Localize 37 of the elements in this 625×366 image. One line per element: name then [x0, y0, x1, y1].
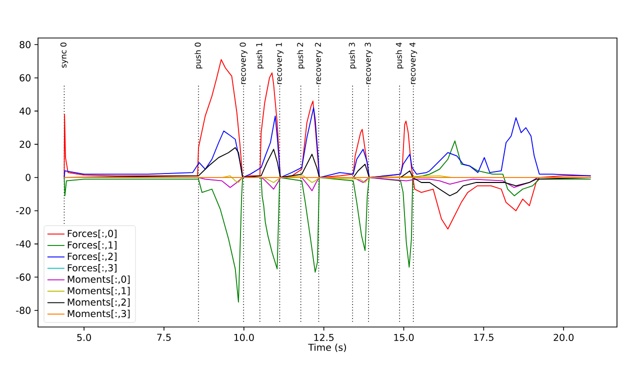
- ref-line-label: sync 0: [60, 42, 68, 68]
- ref-line-label: push 0: [194, 42, 202, 68]
- x-tick-label: 17.5: [474, 334, 494, 341]
- legend-label: Moments[:,0]: [68, 275, 130, 284]
- legend-label: Moments[:,1]: [68, 286, 130, 296]
- x-axis-title: Time (s): [308, 344, 346, 352]
- legend-label: Moments[:,3]: [68, 310, 130, 318]
- x-tick-label: 7.5: [157, 334, 171, 341]
- y-tick-label: 40: [20, 107, 31, 115]
- x-tick-label: 15.0: [394, 334, 414, 342]
- legend-label: Forces[:,3]: [68, 264, 116, 273]
- ref-line-label: push 3: [348, 42, 356, 68]
- legend-label: Forces[:,0]: [68, 230, 116, 238]
- y-tick-label: 80: [20, 41, 31, 48]
- x-tick-label: 12.5: [314, 334, 334, 342]
- legend-label: Moments[:,2]: [68, 298, 130, 307]
- y-tick-label: 20: [20, 140, 31, 148]
- x-tick-label: 5.0: [77, 334, 91, 342]
- y-tick-label: -80: [16, 306, 31, 314]
- ref-line-label: recovery 2: [314, 42, 323, 84]
- y-tick-label: -20: [16, 207, 31, 214]
- ref-line-label: recovery 4: [410, 42, 418, 84]
- ref-line-label: push 4: [396, 42, 404, 68]
- x-tick-label: 10.0: [234, 334, 254, 342]
- ref-line-label: push 2: [296, 42, 305, 68]
- ref-line-label: push 1: [256, 42, 264, 68]
- y-tick-label: -40: [16, 240, 31, 248]
- y-tick-label: 60: [20, 74, 31, 82]
- y-tick-label: -60: [16, 274, 31, 281]
- line-series: [64, 107, 592, 178]
- legend-label: Forces[:,2]: [68, 252, 116, 262]
- ref-line-label: recovery 3: [364, 42, 372, 84]
- y-tick-label: 0: [26, 174, 31, 182]
- ref-line-label: recovery 0: [240, 42, 248, 84]
- x-tick-label: 20.0: [554, 334, 574, 342]
- legend-label: Forces[:,1]: [68, 241, 116, 250]
- ref-line-label: recovery 1: [276, 42, 284, 84]
